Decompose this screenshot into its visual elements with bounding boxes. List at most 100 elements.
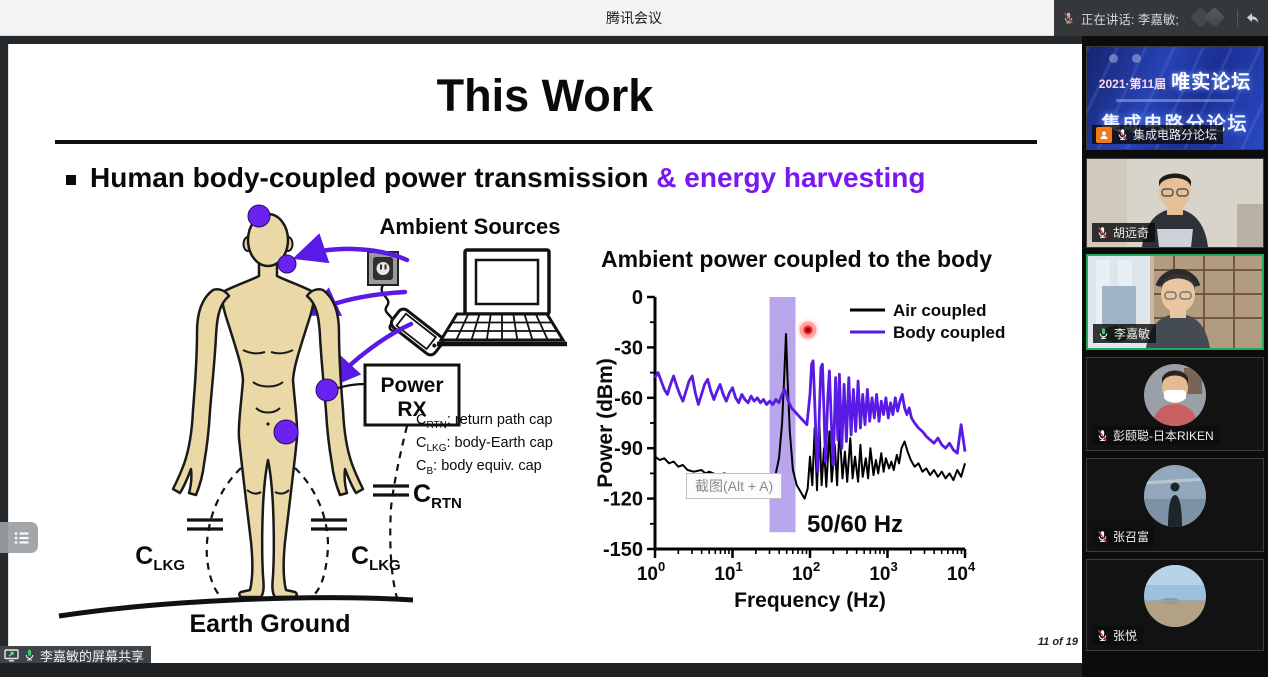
chart-legend: Air coupled Body coupled — [850, 301, 1005, 342]
participant-name: 集成电路分论坛 — [1133, 128, 1218, 142]
body-detail-lines — [242, 349, 294, 495]
participant-label: 张召富 — [1092, 527, 1156, 546]
left-arm — [171, 288, 231, 497]
share-banner-text: 李嘉敏的屏幕共享 — [40, 648, 145, 664]
power-rx-box: Power RX — [363, 363, 461, 427]
participant-label: 胡远奇 — [1092, 223, 1156, 242]
participant-tile-zhangzhaofu[interactable]: 张召富 — [1086, 458, 1264, 552]
electrode-dots — [247, 204, 339, 445]
cap-legend-line: CLKG: body-Earth cap — [416, 435, 553, 454]
participant-tile-huyuanqi[interactable]: 胡远奇 — [1086, 158, 1264, 248]
screen-share-icon — [4, 649, 19, 662]
participant-name: 张召富 — [1113, 530, 1150, 544]
mic-muted-icon — [1097, 226, 1108, 239]
laptop-icon — [437, 248, 567, 347]
banner-logos — [1109, 54, 1141, 63]
electrode-thigh — [273, 419, 299, 445]
screenshot-tooltip: 截图(Alt + A) — [686, 473, 783, 499]
mic-muted-icon — [1097, 530, 1108, 543]
slide-title: This Work — [436, 70, 654, 121]
earth-ground-line — [58, 595, 414, 619]
mic-active-icon — [1099, 328, 1108, 339]
divider — [1236, 10, 1238, 26]
participant-label: 彭颐聪-日本RIKEN — [1092, 426, 1220, 445]
shared-screen-area: This Work Human body-coupled power trans… — [0, 36, 1082, 677]
mic-muted-icon — [1117, 128, 1128, 141]
svg-text:-30: -30 — [614, 337, 643, 359]
app-title: 腾讯会议 — [606, 10, 662, 26]
svg-text:0: 0 — [632, 287, 643, 309]
svg-text:101: 101 — [714, 559, 742, 585]
power-rx-label-1: Power — [380, 374, 443, 397]
participant-name: 胡远奇 — [1113, 226, 1150, 240]
capacitor-symbols — [187, 484, 409, 531]
rx-connector — [337, 382, 366, 390]
avatar — [1144, 565, 1206, 627]
back-arrow-icon[interactable] — [1244, 8, 1260, 28]
svg-text:-90: -90 — [614, 438, 643, 460]
earth-ground-label: Earth Ground — [189, 610, 350, 638]
bullet-marker — [66, 174, 76, 185]
phone-icon — [389, 307, 445, 357]
banner-forum-name: 唯实论坛 — [1171, 72, 1252, 93]
torso-and-legs — [219, 257, 317, 599]
crtn-label: CRTN — [413, 480, 462, 512]
clkg-right-label: CLKG — [351, 542, 401, 574]
band-annotation: 50/60 Hz — [807, 511, 903, 538]
screen-share-banner: 李嘉敏的屏幕共享 — [0, 646, 152, 664]
electrode-head — [247, 204, 271, 228]
human-figure — [171, 212, 365, 599]
x-axis-label: Frequency (Hz) — [734, 589, 886, 612]
participant-video — [1088, 256, 1262, 348]
banner-subtitle-bar — [1116, 99, 1234, 102]
title-bar: 腾讯会议 正在讲话: 李嘉敏; — [0, 0, 1268, 36]
participant-label: 李嘉敏 — [1093, 324, 1157, 343]
svg-text:102: 102 — [792, 559, 820, 585]
svg-text:104: 104 — [947, 559, 976, 585]
coupling-arrow-1 — [292, 233, 410, 264]
participant-tile-lijiamin[interactable]: 李嘉敏 — [1086, 254, 1264, 350]
mic-muted-icon — [1063, 12, 1074, 24]
cap-legend-line: CB: body equiv. cap — [416, 458, 542, 478]
participant-tile-peng[interactable]: 彭颐聪-日本RIKEN — [1086, 357, 1264, 451]
participant-name: 彭颐聪-日本RIKEN — [1113, 429, 1214, 443]
side-panel-toggle-button[interactable] — [0, 522, 38, 553]
spectrum-chart: Ambient power coupled to the body 0 -30 -6… — [595, 244, 1077, 634]
electrode-wrist — [315, 378, 339, 402]
participant-video — [1087, 159, 1263, 247]
svg-text:-120: -120 — [603, 489, 643, 511]
participant-name: 李嘉敏 — [1114, 327, 1151, 341]
svg-text:100: 100 — [637, 559, 665, 585]
power-rx-label-2: RX — [397, 398, 426, 421]
leakage-paths — [205, 425, 409, 599]
series-body-coupled — [653, 359, 967, 474]
legend-label-air: Air coupled — [893, 301, 987, 320]
participant-name: 张悦 — [1113, 629, 1138, 643]
body-coupling-diagram: Ambient Sources — [58, 204, 567, 638]
bullet-line: Human body-coupled power transmission & … — [66, 162, 926, 194]
list-icon — [14, 531, 29, 544]
mic-active-icon — [25, 649, 34, 661]
legend-label-body: Body coupled — [893, 323, 1005, 342]
logo-diamond-right — [1203, 6, 1225, 29]
svg-text:-150: -150 — [603, 539, 643, 561]
svg-text:-60: -60 — [614, 388, 643, 410]
avatar — [1144, 464, 1206, 527]
chart-title: Ambient power coupled to the body — [601, 246, 992, 272]
cap-legend: CRTN: return path cap CLKG: body-Earth ca… — [416, 410, 596, 479]
host-badge-icon — [1096, 126, 1112, 143]
bottom-bar — [0, 663, 1268, 677]
presentation-slide: This Work Human body-coupled power trans… — [8, 44, 1082, 663]
participant-tile-zhangyue[interactable]: 张悦 — [1086, 559, 1264, 651]
title-underline — [55, 140, 1037, 144]
svg-text:103: 103 — [869, 559, 897, 585]
participant-label: 集成电路分论坛 — [1092, 125, 1224, 144]
cap-legend-line: CRTN: return path cap — [416, 412, 553, 431]
clkg-left-label: CLKG — [135, 542, 185, 574]
participant-tile-forum[interactable]: 2021·第11届 唯实论坛 集成电路分论坛 — [1086, 46, 1264, 150]
mic-muted-icon — [1097, 429, 1108, 442]
electrode-shoulder — [277, 254, 297, 274]
